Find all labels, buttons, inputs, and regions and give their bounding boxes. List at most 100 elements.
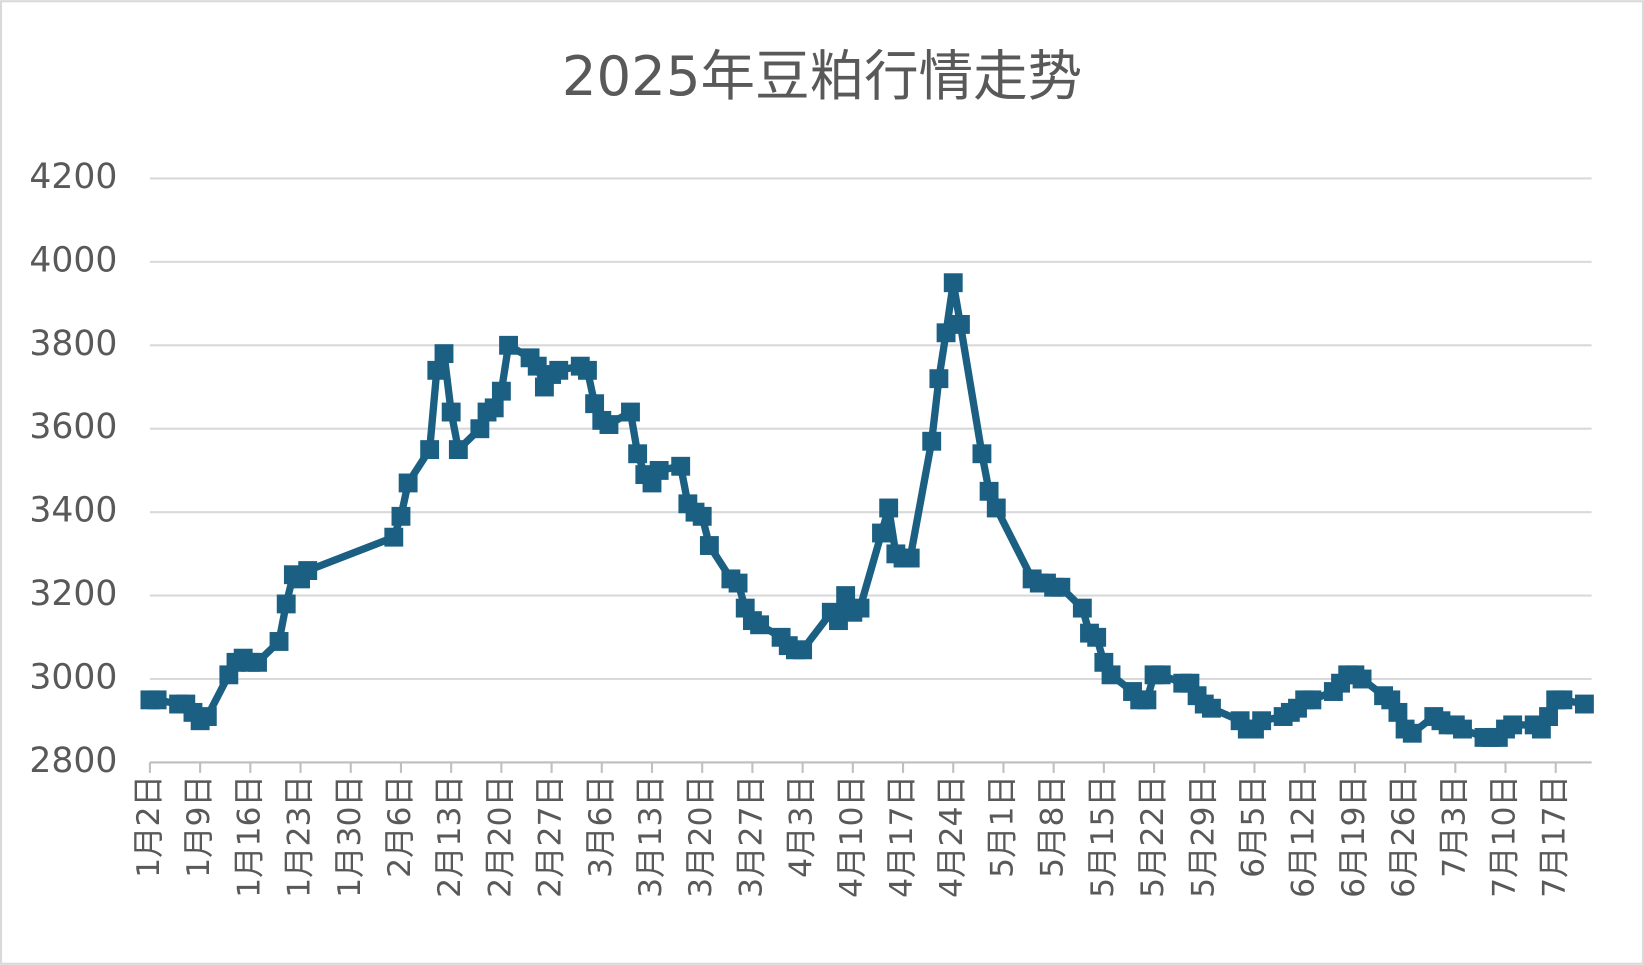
data-point	[943, 273, 963, 293]
x-tick-label: 6月19日	[1336, 775, 1372, 898]
data-point	[298, 561, 318, 580]
x-tick-label: 2月13日	[432, 775, 468, 898]
data-point	[850, 598, 870, 618]
x-tick-label: 1月23日	[282, 775, 318, 898]
x-tick-label: 2月20日	[482, 775, 518, 898]
data-point	[972, 444, 992, 464]
data-point	[1553, 690, 1573, 710]
y-tick-label: 3400	[29, 491, 117, 531]
data-point	[1087, 627, 1107, 647]
y-tick-label: 4000	[29, 240, 117, 280]
y-tick-label: 4200	[29, 157, 117, 197]
data-point	[484, 398, 504, 418]
data-point	[1137, 690, 1157, 710]
data-point	[1402, 723, 1422, 743]
x-tick-label: 3月27日	[733, 775, 769, 898]
data-point	[649, 461, 669, 480]
data-point	[728, 573, 748, 593]
data-point	[585, 394, 605, 414]
x-tick-label: 6月5日	[1235, 775, 1271, 878]
data-point	[1072, 598, 1092, 618]
x-tick-label: 3月6日	[583, 775, 619, 878]
x-tick-label: 3月20日	[683, 775, 719, 898]
data-point	[1051, 577, 1071, 597]
x-tick-label: 5月29日	[1185, 775, 1221, 898]
data-point	[491, 381, 511, 401]
data-point	[929, 369, 949, 389]
data-point	[420, 440, 440, 460]
data-point	[1388, 702, 1408, 722]
y-tick-label: 2800	[29, 741, 117, 781]
data-point	[879, 498, 899, 518]
data-point	[197, 707, 217, 726]
x-tick-label: 1月9日	[181, 775, 217, 878]
data-point	[1574, 694, 1594, 714]
data-point	[979, 481, 999, 501]
data-point	[692, 506, 712, 526]
data-point	[391, 506, 411, 526]
data-point	[527, 356, 547, 376]
data-point	[950, 315, 970, 334]
data-point	[699, 536, 719, 555]
data-point	[578, 360, 597, 380]
x-tick-label: 6月12日	[1286, 775, 1322, 898]
data-point	[1252, 711, 1272, 731]
data-point	[1539, 707, 1558, 726]
data-point	[1352, 669, 1372, 689]
data-point	[793, 640, 813, 660]
x-tick-label: 4月24日	[934, 775, 970, 898]
x-tick-label: 7月17日	[1537, 775, 1573, 898]
data-point	[434, 344, 454, 364]
data-point	[276, 594, 296, 614]
y-tick-label: 3800	[29, 324, 117, 364]
data-point	[1503, 715, 1523, 735]
data-point	[1302, 690, 1322, 710]
data-point	[1202, 698, 1221, 718]
data-point	[872, 523, 891, 543]
x-tick-label: 5月8日	[1035, 775, 1071, 878]
x-tick-label: 4月3日	[784, 775, 820, 878]
data-point	[269, 632, 289, 651]
data-point	[470, 419, 490, 439]
data-point	[427, 360, 447, 380]
data-point	[829, 611, 848, 631]
data-point	[147, 690, 167, 710]
data-point	[922, 431, 942, 451]
x-tick-label: 2月27日	[533, 775, 569, 898]
x-tick-label: 5月15日	[1085, 775, 1121, 898]
x-tick-label: 7月3日	[1436, 775, 1472, 878]
data-point	[549, 360, 569, 380]
data-point	[671, 456, 691, 476]
data-point	[441, 402, 461, 422]
data-point	[900, 548, 920, 568]
data-point	[936, 323, 956, 343]
data-point	[248, 652, 267, 672]
x-tick-label: 6月26日	[1386, 775, 1422, 898]
x-tick-label: 4月10日	[834, 775, 870, 898]
data-point	[750, 615, 770, 635]
x-tick-label: 5月1日	[984, 775, 1020, 878]
data-point	[448, 440, 468, 460]
x-tick-label: 1月2日	[131, 775, 167, 878]
data-point	[599, 415, 619, 434]
data-point	[621, 402, 640, 422]
data-point	[499, 335, 518, 355]
x-tick-label: 4月17日	[884, 775, 920, 898]
data-point	[836, 586, 856, 606]
data-point	[384, 527, 404, 547]
x-tick-label: 1月30日	[332, 775, 368, 898]
chart-title: 2025年豆粕行情走势	[562, 44, 1082, 108]
x-tick-label: 1月16日	[231, 775, 267, 898]
y-tick-label: 3200	[29, 574, 117, 614]
data-point	[628, 444, 648, 464]
x-tick-label: 5月22日	[1135, 775, 1171, 898]
data-point	[1101, 665, 1121, 685]
x-tick-label: 3月13日	[633, 775, 669, 898]
x-tick-label: 7月10日	[1487, 775, 1523, 898]
y-tick-label: 3000	[29, 658, 117, 698]
data-point	[1151, 665, 1171, 685]
x-tick-label: 2月6日	[382, 775, 418, 878]
y-tick-label: 3600	[29, 407, 117, 447]
